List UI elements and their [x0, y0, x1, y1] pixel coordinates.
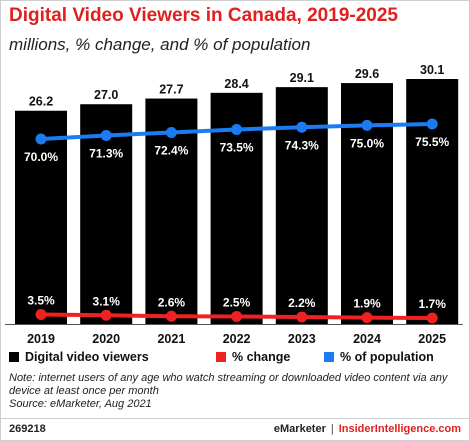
legend-swatch-change	[216, 352, 226, 362]
legend-item-change: % change	[216, 350, 290, 364]
change-label-2021: 2.6%	[158, 295, 186, 309]
population-point-2020	[100, 129, 112, 141]
legend-swatch-video-viewers	[9, 352, 19, 362]
change-label-2019: 3.5%	[27, 294, 55, 308]
bar-2025	[406, 79, 459, 324]
legend-swatch-population	[324, 352, 334, 362]
brand-separator: |	[330, 423, 334, 435]
change-point-2023	[296, 311, 308, 323]
bar-2019	[15, 110, 67, 324]
change-point-2021	[165, 310, 177, 322]
change-point-2019	[35, 309, 47, 320]
bar-value-label-2025: 30.1	[420, 63, 444, 77]
legend-item-video-viewers: Digital video viewers	[9, 350, 149, 364]
legend-item-population: % of population	[324, 350, 434, 364]
chart-subtitle: millions, % change, and % of population	[9, 35, 311, 54]
population-label-2025: 75.5%	[415, 135, 449, 149]
bar-value-label-2022: 28.4	[224, 77, 248, 91]
change-label-2022: 2.5%	[223, 295, 251, 309]
bar-2024	[341, 83, 393, 325]
population-label-2022: 73.5%	[220, 140, 254, 154]
legend-label-change: % change	[232, 350, 291, 364]
population-label-2019: 70.0%	[24, 150, 58, 164]
note-text: Note: internet users of any age who watc…	[9, 372, 448, 397]
change-label-2023: 2.2%	[288, 296, 316, 310]
change-label-2024: 1.9%	[353, 297, 381, 311]
population-label-2023: 74.3%	[285, 138, 319, 152]
source-text: Source: eMarketer, Aug 2021	[9, 398, 152, 410]
footer-brand: eMarketer | InsiderIntelligence.com	[274, 423, 461, 435]
population-label-2024: 75.0%	[350, 136, 384, 150]
population-label-2021: 72.4%	[154, 143, 188, 157]
chart-id: 269218	[9, 423, 46, 435]
x-tick-label-2019: 2019	[27, 332, 55, 346]
legend: Digital video viewers % change % of popu…	[9, 350, 465, 366]
x-tick-label-2025: 2025	[418, 332, 446, 346]
change-label-2025: 1.7%	[419, 297, 447, 311]
footer-divider	[1, 418, 469, 419]
bar-value-label-2024: 29.6	[355, 67, 379, 81]
change-point-2025	[426, 312, 438, 324]
change-label-2020: 3.1%	[93, 294, 121, 308]
x-tick-label-2023: 2023	[288, 332, 316, 346]
bar-value-label-2019: 26.2	[29, 95, 53, 109]
chart-title: Digital Video Viewers in Canada, 2019-20…	[9, 5, 398, 26]
population-point-2021	[165, 126, 177, 138]
x-tick-label-2020: 2020	[92, 332, 120, 346]
x-tick-label-2022: 2022	[223, 332, 251, 346]
population-point-2022	[231, 123, 243, 135]
population-label-2020: 71.3%	[89, 146, 123, 160]
bar-value-label-2020: 27.0	[94, 88, 118, 102]
brand-emarketer: eMarketer	[273, 423, 326, 435]
legend-label-video-viewers: Digital video viewers	[25, 350, 149, 364]
population-point-2024	[361, 119, 373, 131]
population-point-2023	[296, 121, 308, 133]
bar-value-label-2021: 27.7	[159, 83, 183, 97]
x-tick-label-2024: 2024	[353, 332, 381, 346]
population-point-2025	[426, 118, 438, 130]
chart-svg: 26.2 2019 27.0 2020 27.7 2021 28.4 2022 29.1 2023…	[5, 63, 463, 346]
bar-value-label-2023: 29.1	[290, 71, 314, 85]
chart-notes: Note: internet users of any age who watc…	[9, 372, 465, 411]
population-point-2019	[35, 133, 47, 145]
x-tick-label-2021: 2021	[157, 332, 185, 346]
change-point-2022	[231, 310, 243, 322]
change-point-2020	[100, 309, 112, 321]
change-point-2024	[361, 312, 373, 324]
legend-label-population: % of population	[340, 350, 434, 364]
brand-insider-intelligence: InsiderIntelligence.com	[338, 423, 461, 435]
